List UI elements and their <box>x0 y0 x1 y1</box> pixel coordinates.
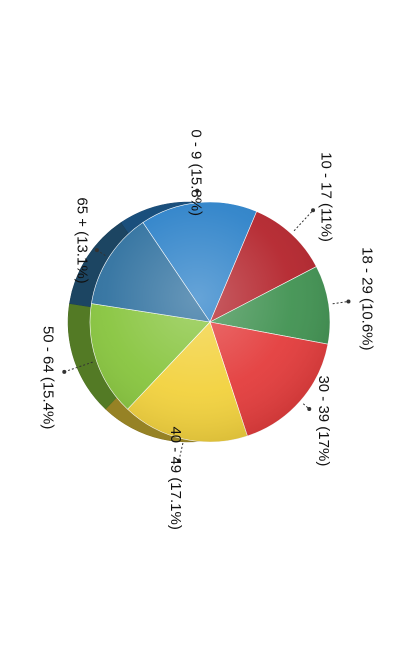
slice-label-5: 50 - 64 (15.4%) <box>39 326 56 429</box>
pie-shine <box>90 202 330 442</box>
leader-dot-0 <box>195 188 200 193</box>
leader-dot-1 <box>311 208 316 213</box>
slice-label-6: 65 + (13.1%) <box>74 197 91 283</box>
leader-line-3 <box>302 403 310 410</box>
slice-labels: 0 - 9 (15.8%) 10 - 17 (11%) 18 - 29 (10.6%… <box>39 129 375 529</box>
leader-line-1 <box>293 209 314 232</box>
leader-dot-3 <box>307 407 312 412</box>
slice-label-0: 0 - 9 (15.8%) <box>187 129 204 216</box>
leader-line-0 <box>196 190 199 199</box>
slice-label-1: 10 - 17 (11%) <box>317 152 334 242</box>
leader-line-2 <box>332 300 349 305</box>
leader-dot-5 <box>62 369 67 374</box>
leader-lines <box>62 188 351 463</box>
pie-highlight <box>90 202 330 442</box>
leader-line-4 <box>178 442 184 461</box>
slice-label-4: 40 - 49 (17.1%) <box>167 426 184 529</box>
leader-dot-2 <box>346 299 351 304</box>
slice-label-3: 30 - 39 (17%) <box>315 375 332 466</box>
slice-label-2: 18 - 29 (10.6%) <box>358 247 375 350</box>
leader-dot-4 <box>176 458 181 463</box>
leader-line-5 <box>64 361 93 373</box>
leader-dot-6 <box>94 248 99 253</box>
